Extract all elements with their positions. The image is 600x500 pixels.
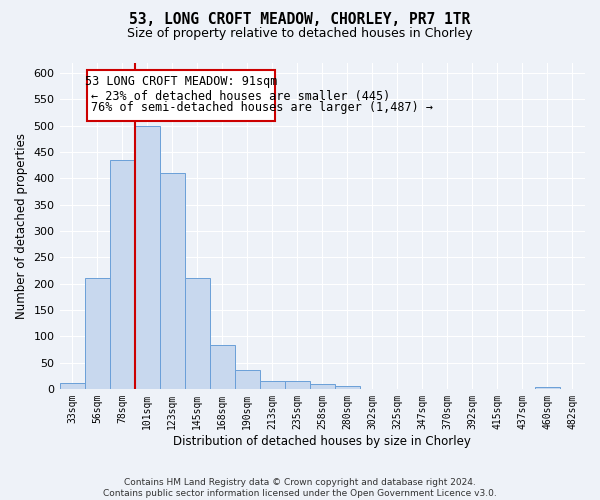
Text: Size of property relative to detached houses in Chorley: Size of property relative to detached ho… [127,28,473,40]
Bar [260,381,285,389]
Bar [335,386,360,389]
Bar [310,384,335,389]
Bar [209,345,235,389]
Bar [235,370,260,389]
Bar [535,388,560,389]
Bar [185,278,209,389]
Bar [110,160,134,389]
Bar [134,126,160,389]
Bar [59,382,85,389]
FancyBboxPatch shape [87,70,275,122]
Text: 53, LONG CROFT MEADOW, CHORLEY, PR7 1TR: 53, LONG CROFT MEADOW, CHORLEY, PR7 1TR [130,12,470,28]
Bar [160,173,185,389]
Text: Contains HM Land Registry data © Crown copyright and database right 2024.
Contai: Contains HM Land Registry data © Crown c… [103,478,497,498]
X-axis label: Distribution of detached houses by size in Chorley: Distribution of detached houses by size … [173,434,471,448]
Text: 53 LONG CROFT MEADOW: 91sqm: 53 LONG CROFT MEADOW: 91sqm [85,75,277,88]
Bar [285,381,310,389]
Y-axis label: Number of detached properties: Number of detached properties [15,132,28,318]
Text: 76% of semi-detached houses are larger (1,487) →: 76% of semi-detached houses are larger (… [91,102,433,114]
Text: ← 23% of detached houses are smaller (445): ← 23% of detached houses are smaller (44… [91,90,390,103]
Bar [85,278,110,389]
